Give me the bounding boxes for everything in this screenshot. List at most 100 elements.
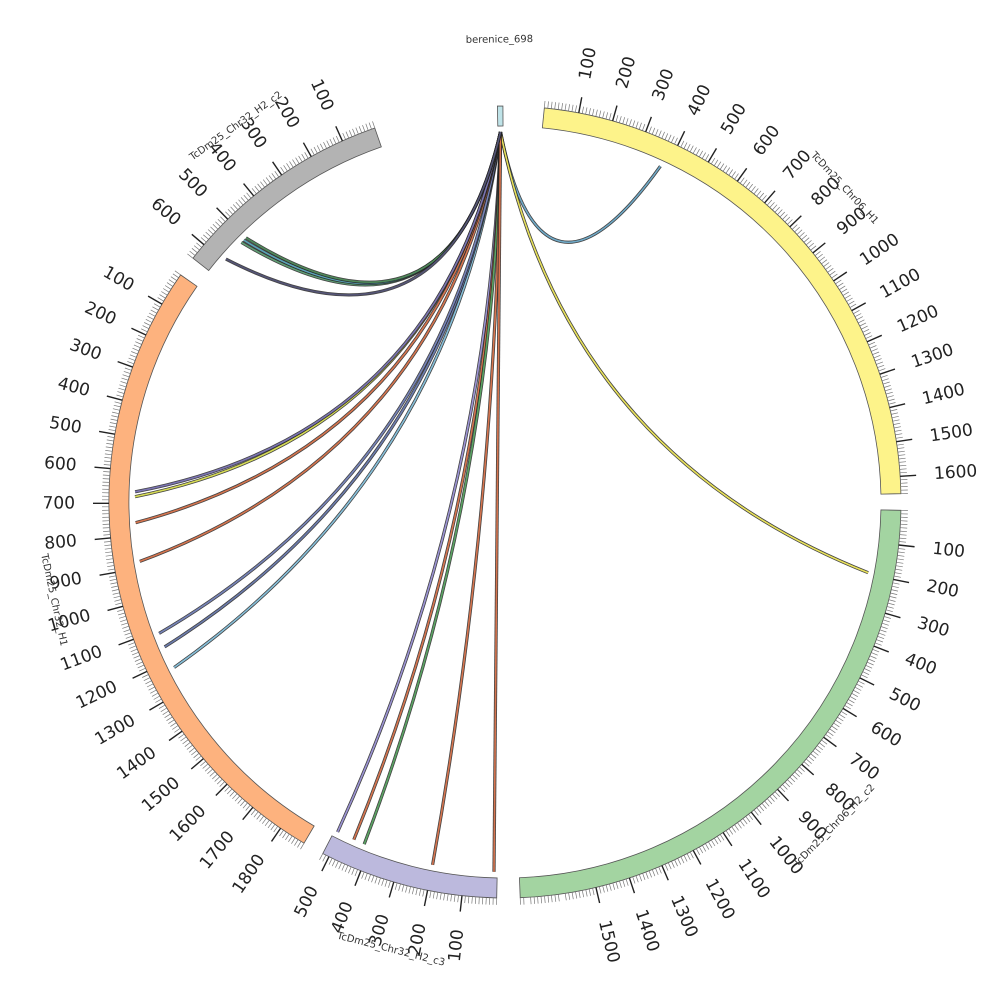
tick-label: 700: [779, 146, 815, 184]
major-tick: [270, 827, 282, 842]
tick-label: 600: [147, 194, 185, 230]
major-tick: [812, 242, 826, 254]
major-tick: [321, 856, 330, 872]
major-tick: [107, 605, 124, 612]
major-tick: [879, 368, 896, 375]
minor-ticks: [543, 100, 908, 495]
link-fill: [164, 131, 502, 648]
major-tick: [777, 788, 790, 802]
major-tick: [873, 645, 890, 653]
tick-label: 400: [902, 649, 940, 679]
tick-label: 500: [291, 883, 323, 921]
tick-label: 600: [867, 718, 905, 752]
major-tick: [215, 783, 228, 796]
tick-label: 500: [717, 100, 751, 138]
link-outline: [163, 131, 503, 649]
major-tick: [459, 895, 463, 912]
segment-tcdm25-chr06-h2-c2: 1002003004005006007008009001000110012001…: [519, 509, 966, 965]
tick-label: 1700: [196, 827, 239, 873]
links-layer: [134, 131, 869, 872]
ideogram-band: [519, 509, 902, 899]
tick-label: 100: [99, 262, 137, 296]
tick-label: 300: [67, 335, 104, 365]
major-tick: [147, 295, 163, 305]
tick-label: 700: [43, 493, 76, 513]
tick-label: 100: [575, 46, 601, 82]
tick-label: 600: [43, 453, 77, 476]
segment-tcdm25-chr06-h1: 100 200 300 400 5006007008009001000110012001…: [541, 46, 978, 495]
tick-label: 1300: [666, 893, 701, 941]
major-tick: [859, 677, 875, 686]
major-tick: [645, 116, 653, 133]
tick-label: 500: [48, 413, 83, 438]
major-tick: [884, 612, 901, 619]
minor-ticks: [187, 121, 376, 259]
major-tick: [851, 302, 867, 312]
link-fill: [158, 131, 502, 635]
tick-label: 400: [683, 81, 715, 119]
tick-label: 200: [925, 576, 961, 602]
major-tick: [833, 271, 848, 282]
tick-label: 800: [44, 531, 78, 554]
tick-label: 500: [174, 165, 211, 202]
ideogram-band: [192, 127, 382, 272]
major-tick: [131, 327, 147, 336]
minor-ticks: [101, 270, 305, 850]
link: [134, 131, 503, 494]
major-tick: [628, 877, 636, 894]
major-tick: [302, 142, 312, 157]
tick-label: 700: [845, 749, 883, 784]
major-tick: [722, 832, 733, 847]
ideogram-band: [496, 105, 504, 127]
tick-label: 1500: [138, 773, 184, 816]
major-tick: [900, 474, 917, 478]
major-tick: [661, 865, 669, 881]
tick-label: 1000: [856, 229, 903, 270]
major-tick: [132, 670, 148, 679]
link: [158, 131, 503, 635]
major-tick: [789, 215, 802, 228]
major-tick: [764, 190, 776, 204]
tick-label: 1600: [166, 801, 211, 846]
tick-label: 300: [915, 613, 952, 641]
ideogram-band: [322, 835, 498, 899]
tick-label: 100: [306, 76, 338, 114]
tick-label: 1100: [877, 265, 925, 303]
major-tick: [896, 438, 913, 443]
major-tick: [149, 701, 164, 711]
ideogram-band: [541, 107, 902, 495]
major-tick: [99, 571, 116, 576]
tick-label: 1300: [91, 711, 138, 750]
tick-label: 400: [55, 373, 92, 401]
tick-label: 1100: [733, 855, 774, 902]
major-tick: [118, 638, 134, 646]
major-tick: [190, 758, 204, 770]
segment-name: TcDm25_Chr32_H2_c3: [335, 930, 446, 968]
major-tick: [893, 578, 910, 584]
tick-label: 1300: [909, 340, 956, 373]
major-tick: [168, 730, 183, 742]
tick-label: 1500: [928, 420, 974, 446]
tick-label: 1200: [701, 876, 739, 924]
major-tick: [354, 870, 362, 886]
link-fill: [499, 131, 869, 574]
major-tick: [216, 207, 229, 220]
major-tick: [578, 97, 583, 114]
link: [163, 131, 503, 649]
tick-label: 200: [612, 54, 640, 91]
link-fill: [225, 131, 502, 296]
major-tick: [736, 167, 748, 182]
minor-ticks: [519, 509, 908, 905]
segment-name: TcDm25_Chr32_H2_c2: [187, 90, 284, 164]
major-tick: [866, 334, 883, 343]
major-tick: [272, 161, 283, 176]
major-tick: [243, 183, 255, 197]
major-tick: [898, 544, 915, 548]
tick-label: 1500: [594, 918, 623, 965]
tick-label: 200: [81, 298, 119, 330]
tick-label: 1400: [113, 743, 160, 784]
tick-label: 600: [749, 122, 784, 160]
